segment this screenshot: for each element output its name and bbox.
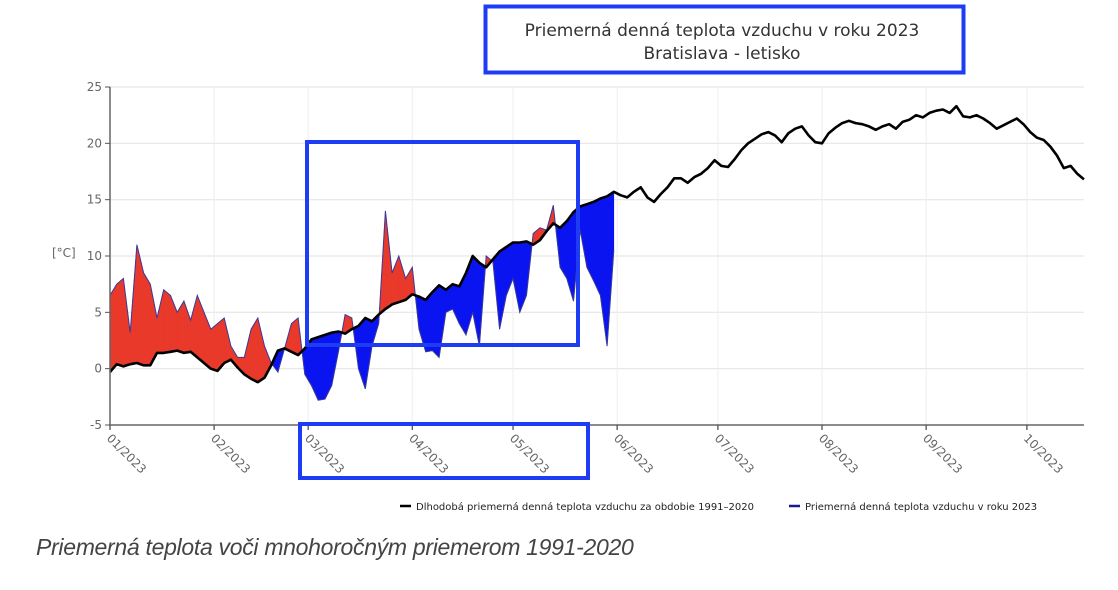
title-highlight-box [483,4,966,75]
chart-gridlines [110,86,1084,425]
figure-caption: Priemerná teplota voči mnohoročným priem… [36,534,634,560]
x-tick-label: 04/2023 [406,431,451,476]
spring-axis-highlight-box [298,422,590,480]
y-axis-label: [°C] [52,246,76,260]
x-tick-label: 10/2023 [1021,431,1066,476]
chart-subtitle: Bratislava - letisko [644,44,801,64]
series-2023-line [109,205,615,401]
x-tick-label: 06/2023 [611,431,656,476]
legend-2023-label: Priemerná denná teplota vzduchu v roku 2… [805,501,1037,513]
x-axis-ticks: 01/2023 02/2023 03/2023 04/2023 05/2023 06/20… [104,425,1066,476]
y-tick-label: 25 [87,80,102,94]
spring-region-highlight-box [305,140,580,347]
x-tick-label: 05/2023 [507,431,552,476]
x-tick-label: 08/2023 [816,431,861,476]
x-tick-label: 07/2023 [712,431,757,476]
series-normal-line [109,104,1085,384]
y-tick-label: 20 [87,136,102,150]
legend-normal-label: Dlhodobá priemerná denná teplota vzduchu… [416,501,754,513]
y-tick-label: 0 [94,362,102,376]
y-axis-ticks: -5 0 5 10 15 20 25 [87,80,110,432]
x-tick-label: 09/2023 [920,431,965,476]
x-tick-label: 02/2023 [208,431,253,476]
x-tick-label: 01/2023 [104,431,149,476]
legend: Dlhodobá priemerná denná teplota vzduchu… [400,501,1037,513]
y-tick-label: 10 [87,249,102,263]
x-tick-label: 03/2023 [302,431,347,476]
y-tick-label: -5 [90,418,102,432]
y-tick-label: 5 [94,305,102,319]
y-tick-label: 15 [87,193,102,207]
chart-title: Priemerná denná teplota vzduchu v roku 2… [525,21,920,41]
